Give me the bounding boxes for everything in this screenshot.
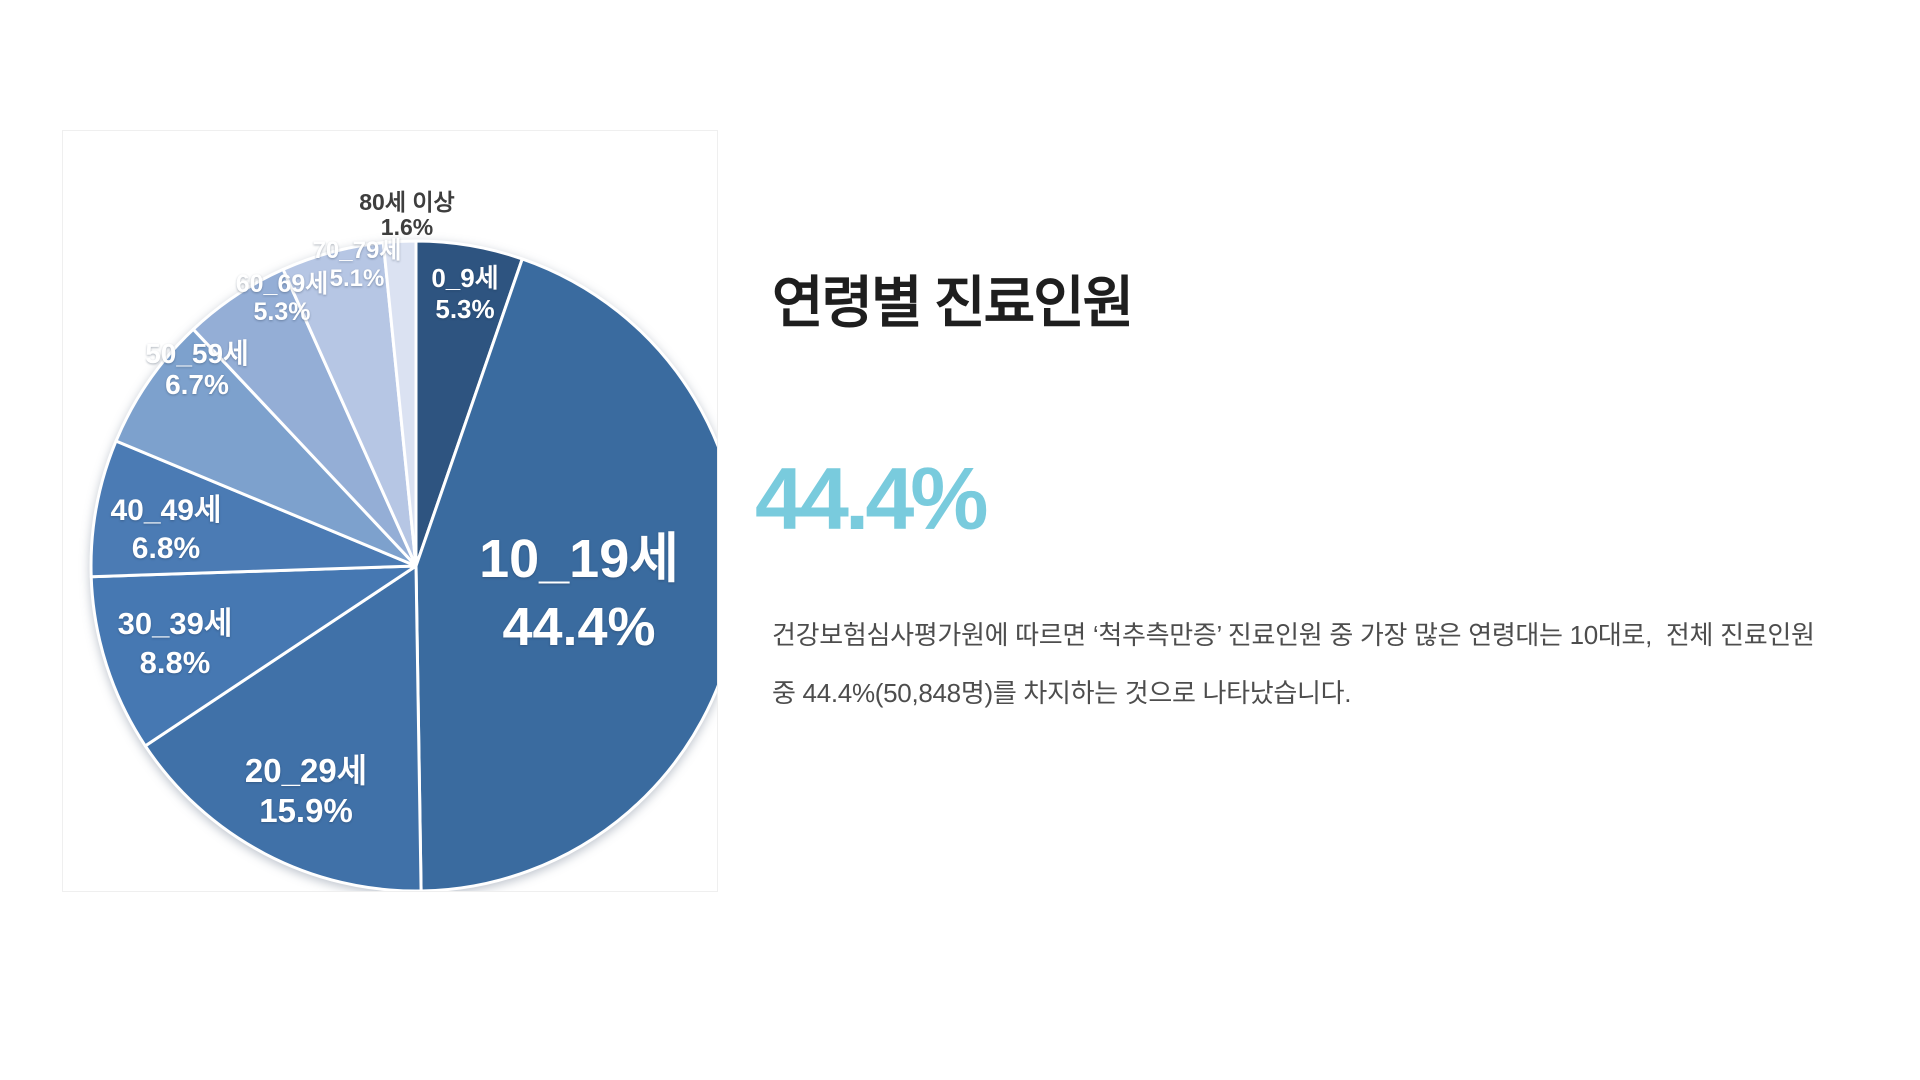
pie-chart-svg [89,239,717,891]
description-line-2: 중 44.4%(50,848명)를 차지하는 것으로 나타났습니다. [772,678,1352,708]
pie-label-40_49세: 40_49세 6.8% [110,492,221,568]
pie-label-value: 6.7% [165,369,229,400]
pie-label-value: 5.1% [329,265,385,292]
pie-label-value: 8.8% [139,645,211,680]
pie-label-value: 5.3% [253,298,311,326]
pie-label-60_69세: 60_69세 5.3% [236,270,329,326]
highlight-percentage: 44.4% [755,449,989,548]
pie-label-category: 30_39세 [117,606,233,641]
pie-slice-30_39세 [89,564,418,748]
description: 건강보험심사평가원에 따르면 ‘척추측만증’ 진료인원 중 가장 많은 연령대는… [772,606,1872,722]
pie-label-value: 5.3% [435,294,495,324]
pie-slice-80세 이상 [381,239,418,568]
pie-label-category: 70_79세 [312,237,402,264]
pie-label-80세 이상: 80세 이상 1.6% [359,190,454,240]
pie-label-category: 10_19세 [479,529,679,589]
page-title: 연령별 진료인원 [772,271,1134,334]
pie-chart: 0_9세 5.3% 10_19세 44.4% 20_29세 15.9% 30_39세 8.8%… [62,130,718,892]
pie-label-category: 80세 이상 [359,189,455,215]
pie-label-20_29세: 20_29세 15.9% [245,751,367,831]
pie-label-10_19세: 10_19세 44.4% [479,525,679,661]
pie-label-value: 15.9% [259,792,353,829]
pie-slice-40_49세 [89,439,418,579]
pie-label-category: 50_59세 [145,338,249,369]
pie-label-70_79세: 70_79세 5.1% [313,237,402,293]
pie-label-30_39세: 30_39세 8.8% [118,604,233,682]
pie-label-value: 44.4% [502,597,656,657]
pie-slices [89,239,717,891]
pie-label-50_59세: 50_59세 6.7% [145,338,249,400]
pie-label-category: 20_29세 [244,752,368,789]
description-line-1: 건강보험심사평가원에 따르면 ‘척추측만증’ 진료인원 중 가장 많은 연령대는… [772,620,1815,650]
pie-label-0_9세: 0_9세 5.3% [431,263,498,325]
pie-label-category: 0_9세 [431,263,499,293]
pie-label-category: 60_69세 [235,270,329,298]
pie-label-value: 1.6% [380,214,434,240]
pie-slice-10_19세 [414,257,717,891]
pie-label-value: 6.8% [131,532,201,565]
pie-slice-20_29세 [143,564,423,891]
pie-label-category: 40_49세 [110,494,222,527]
pie-slice-50_59세 [114,327,418,568]
